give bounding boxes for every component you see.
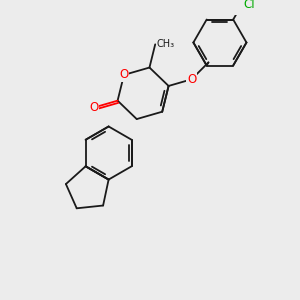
Text: O: O xyxy=(187,73,196,86)
Text: O: O xyxy=(119,68,129,81)
Text: CH₃: CH₃ xyxy=(157,39,175,49)
Text: Cl: Cl xyxy=(243,0,255,11)
Text: O: O xyxy=(89,101,99,114)
